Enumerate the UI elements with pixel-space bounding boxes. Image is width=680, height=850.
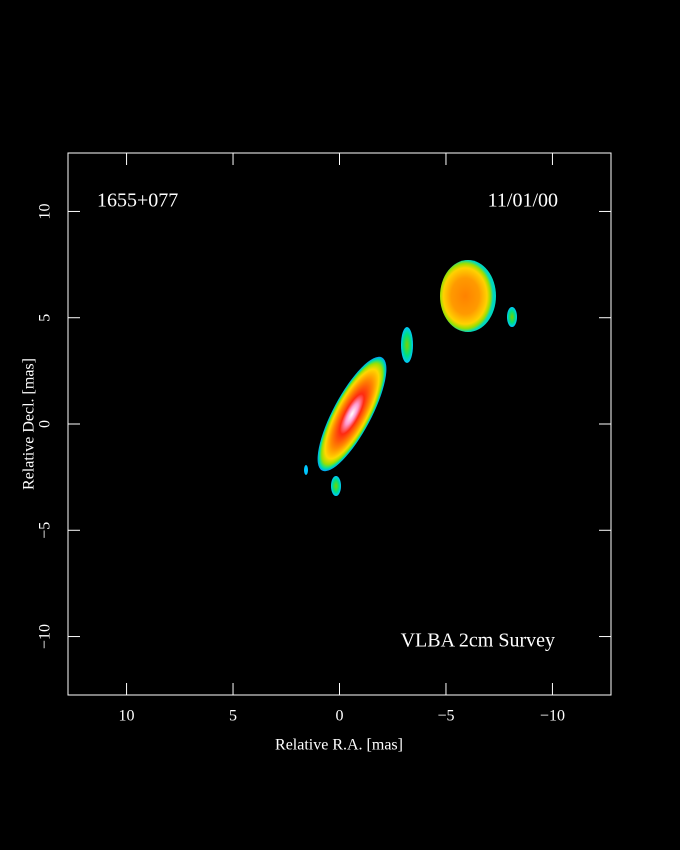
y-tick-label: 0	[37, 420, 54, 428]
x-tick-label: 0	[336, 708, 344, 725]
x-tick-label: −5	[437, 708, 454, 725]
y-tick-label: 5	[37, 314, 54, 322]
core	[317, 356, 387, 472]
y-axis-label: Relative Decl. [mas]	[21, 358, 38, 490]
source-label: 1655+077	[97, 190, 178, 212]
jet-knot	[507, 307, 517, 327]
emission	[304, 260, 517, 496]
x-tick-label: 5	[229, 708, 237, 725]
jet-knot	[304, 465, 308, 475]
jet-knot	[401, 327, 413, 363]
jet-knot	[331, 476, 341, 496]
x-tick-label: 10	[119, 708, 135, 725]
x-axis-label: Relative R.A. [mas]	[275, 737, 403, 754]
y-tick-label: 10	[37, 203, 54, 219]
jet-knot	[440, 260, 496, 332]
survey-label: VLBA 2cm Survey	[401, 630, 555, 652]
date-label: 11/01/00	[488, 190, 558, 212]
y-tick-label: −5	[37, 522, 54, 539]
x-tick-label: −10	[540, 708, 565, 725]
y-tick-label: −10	[37, 624, 54, 649]
